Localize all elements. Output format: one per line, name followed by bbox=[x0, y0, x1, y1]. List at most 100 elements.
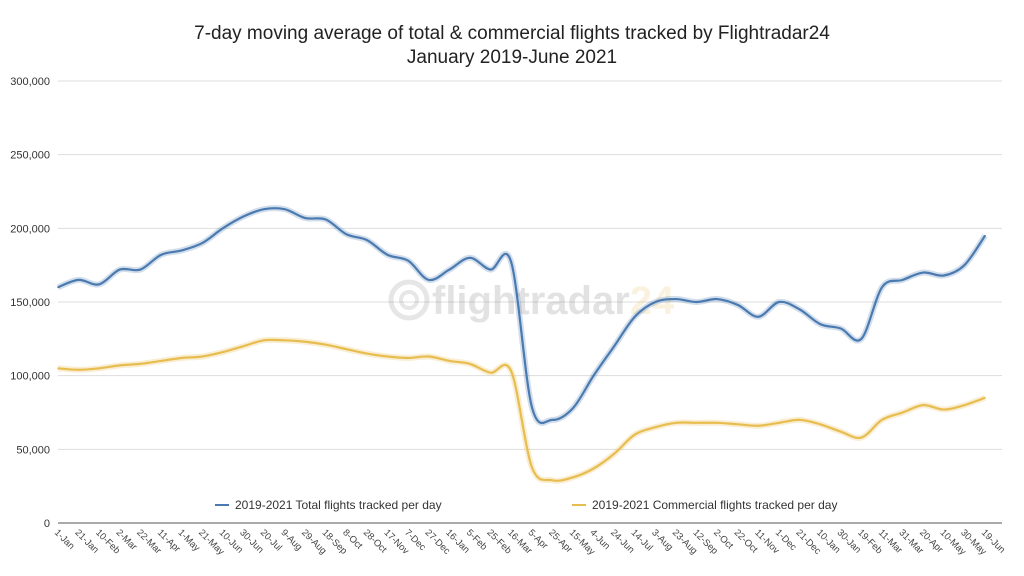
data-point bbox=[531, 405, 533, 408]
data-point bbox=[737, 304, 739, 306]
data-point bbox=[242, 345, 245, 348]
data-point bbox=[283, 208, 286, 210]
data-point bbox=[551, 419, 554, 421]
data-point bbox=[572, 407, 574, 409]
data-point bbox=[654, 301, 657, 303]
x-tick-label: 1-Jan bbox=[52, 527, 77, 552]
data-point bbox=[963, 264, 966, 266]
series-line-2 bbox=[57, 338, 986, 482]
data-point bbox=[613, 345, 615, 348]
data-point bbox=[860, 338, 863, 340]
data-point bbox=[201, 355, 203, 358]
svg-text:flightradar24: flightradar24 bbox=[432, 279, 675, 323]
data-point bbox=[984, 396, 986, 399]
data-point bbox=[77, 368, 80, 371]
data-point bbox=[263, 208, 265, 210]
data-point bbox=[325, 218, 327, 221]
data-point bbox=[345, 233, 348, 236]
data-point bbox=[386, 355, 389, 358]
data-point bbox=[654, 426, 657, 429]
data-point bbox=[304, 340, 307, 343]
data-point bbox=[819, 423, 821, 426]
data-point bbox=[613, 452, 615, 455]
data-point bbox=[139, 268, 142, 271]
data-point bbox=[386, 254, 389, 256]
data-point bbox=[469, 363, 471, 365]
data-point bbox=[489, 371, 492, 374]
data-point bbox=[757, 315, 760, 318]
data-point bbox=[984, 234, 986, 237]
x-tick-label: 3-Aug bbox=[649, 527, 675, 553]
data-point bbox=[778, 422, 780, 424]
data-point bbox=[222, 351, 224, 353]
data-point bbox=[469, 257, 471, 259]
data-point bbox=[572, 476, 574, 479]
data-point bbox=[943, 274, 945, 277]
data-point bbox=[222, 227, 224, 230]
legend-label: 2019-2021 Commercial flights tracked per… bbox=[592, 498, 837, 512]
data-point bbox=[366, 239, 368, 241]
data-point bbox=[901, 411, 904, 414]
y-tick-label: 50,000 bbox=[16, 444, 50, 456]
data-point bbox=[119, 364, 121, 367]
data-point bbox=[840, 327, 842, 330]
data-point bbox=[798, 419, 801, 421]
x-tick-label: 1-May bbox=[175, 527, 202, 554]
data-point bbox=[901, 279, 904, 281]
data-point bbox=[98, 367, 100, 370]
chart-subtitle: January 2019-June 2021 bbox=[406, 47, 618, 68]
y-tick-label: 250,000 bbox=[10, 150, 50, 162]
data-point bbox=[881, 419, 883, 421]
chart-title: 7-day moving average of total & commerci… bbox=[0, 22, 1024, 70]
data-point bbox=[119, 268, 121, 271]
data-point bbox=[634, 433, 636, 436]
data-point bbox=[778, 301, 780, 303]
data-point bbox=[943, 408, 945, 411]
series-band-1 bbox=[56, 205, 988, 426]
data-point bbox=[180, 357, 183, 359]
data-point bbox=[510, 370, 512, 373]
data-point bbox=[180, 249, 183, 252]
data-point bbox=[675, 422, 677, 424]
data-point bbox=[139, 363, 142, 365]
data-point bbox=[510, 261, 512, 264]
data-point bbox=[695, 422, 698, 424]
data-point bbox=[77, 279, 80, 281]
data-point bbox=[428, 355, 430, 358]
data-point bbox=[428, 279, 430, 281]
data-point bbox=[716, 422, 718, 424]
series-band-2 bbox=[57, 336, 987, 484]
data-point bbox=[798, 308, 801, 311]
data-point bbox=[448, 360, 451, 362]
data-point bbox=[160, 360, 162, 362]
data-point bbox=[57, 286, 59, 289]
data-point bbox=[407, 259, 410, 262]
flightradar24-watermark-logo: flightradar24 bbox=[388, 279, 675, 323]
data-point bbox=[489, 268, 492, 271]
data-point bbox=[922, 271, 924, 274]
data-point bbox=[634, 315, 636, 318]
data-point bbox=[757, 424, 760, 427]
legend-label: 2019-2021 Total flights tracked per day bbox=[235, 498, 442, 512]
y-tick-label: 200,000 bbox=[10, 223, 50, 235]
data-point bbox=[201, 242, 203, 244]
series-line-1 bbox=[57, 207, 986, 425]
data-point bbox=[592, 467, 595, 470]
chart-title-line: 7-day moving average of total & commerci… bbox=[194, 23, 830, 44]
data-point bbox=[98, 283, 100, 286]
data-point bbox=[922, 404, 924, 406]
data-point bbox=[819, 323, 821, 325]
y-tick-label: 300,000 bbox=[10, 76, 50, 88]
data-point bbox=[531, 466, 533, 468]
data-point bbox=[345, 348, 348, 350]
data-point bbox=[716, 298, 718, 300]
data-point bbox=[963, 404, 966, 406]
data-point bbox=[366, 352, 368, 355]
data-point bbox=[160, 254, 162, 256]
y-tick-label: 100,000 bbox=[10, 371, 50, 383]
data-point bbox=[283, 339, 286, 342]
data-point bbox=[592, 374, 595, 377]
data-point bbox=[407, 357, 410, 359]
data-point bbox=[551, 479, 554, 482]
